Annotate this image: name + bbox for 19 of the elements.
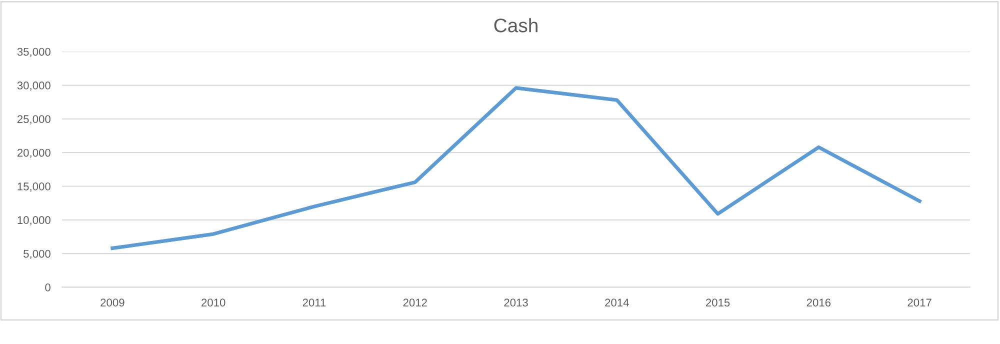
y-tick-label: 5,000 [24,250,50,260]
x-tick-label: 2013 [504,298,528,307]
y-tick-label: 10,000 [18,216,50,226]
x-tick-label: 2010 [202,298,226,307]
y-tick-label: 0 [45,284,50,292]
y-tick-label: 35,000 [17,48,50,58]
x-tick-label: 2011 [302,298,326,307]
x-tick-label: 2014 [605,298,629,307]
y-tick-label: 30,000 [17,82,50,91]
chart-title: Cash [494,18,538,32]
y-tick-label: 25,000 [17,115,50,124]
x-tick-label: 2009 [100,298,124,307]
x-tick-label: 2016 [806,298,831,307]
y-tick-label: 20,000 [17,148,50,158]
x-tick-label: 2017 [908,298,932,307]
x-tick-label: 2012 [403,298,427,307]
x-tick-label: 2015 [706,298,730,307]
y-tick-label: 15,000 [18,182,50,192]
line-series [110,86,922,250]
